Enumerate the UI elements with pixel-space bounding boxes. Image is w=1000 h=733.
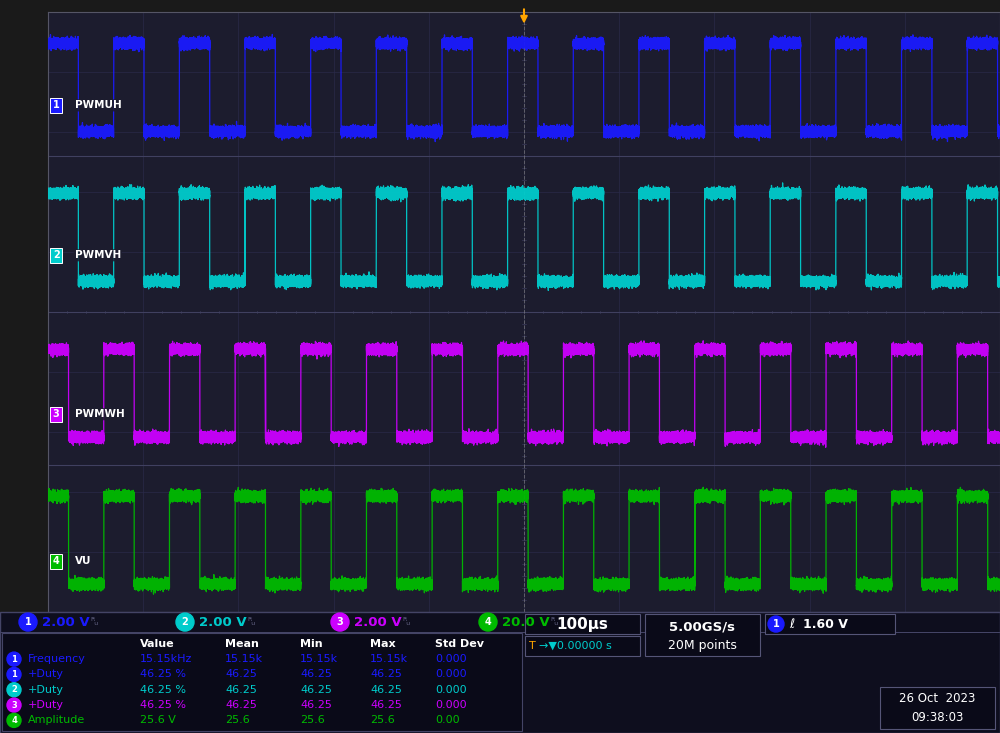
Text: PWMWH: PWMWH <box>75 409 124 419</box>
Text: 46.25: 46.25 <box>370 669 402 679</box>
Text: 20M points: 20M points <box>668 639 737 652</box>
Text: 1.60 V: 1.60 V <box>803 618 848 630</box>
Text: 46.25: 46.25 <box>300 685 332 695</box>
Text: 2: 2 <box>11 685 17 694</box>
Text: 1: 1 <box>53 100 60 111</box>
Bar <box>645 614 760 656</box>
Text: 0.000: 0.000 <box>435 685 467 695</box>
Circle shape <box>176 613 194 631</box>
Text: 25.6: 25.6 <box>370 715 395 726</box>
Text: 46.25: 46.25 <box>225 685 257 695</box>
Text: 2.00 V: 2.00 V <box>354 616 402 629</box>
Text: 15.15k: 15.15k <box>370 654 408 664</box>
Text: 46.25: 46.25 <box>370 700 402 710</box>
Text: ℓ: ℓ <box>789 618 794 630</box>
Bar <box>0 612 1000 733</box>
Circle shape <box>7 652 21 666</box>
Text: 4: 4 <box>485 617 491 627</box>
Text: Amplitude: Amplitude <box>28 715 85 726</box>
Text: 15.15k: 15.15k <box>300 654 338 664</box>
Text: PWMUH: PWMUH <box>75 100 121 111</box>
Text: 3: 3 <box>337 617 343 627</box>
Text: 15.15kHz: 15.15kHz <box>140 654 192 664</box>
Text: 0.00: 0.00 <box>435 715 460 726</box>
Circle shape <box>7 668 21 682</box>
Text: 3: 3 <box>53 409 60 419</box>
Text: 46.25: 46.25 <box>225 700 257 710</box>
Text: PWMVH: PWMVH <box>75 250 121 260</box>
Bar <box>525 636 640 656</box>
Circle shape <box>7 682 21 697</box>
Text: Frequency: Frequency <box>28 654 86 664</box>
Text: Std Dev: Std Dev <box>435 638 484 649</box>
Circle shape <box>768 616 784 632</box>
Text: 0.000: 0.000 <box>435 654 467 664</box>
Text: 46.25: 46.25 <box>300 700 332 710</box>
Text: 4: 4 <box>53 556 60 566</box>
Text: +Duty: +Duty <box>28 685 64 695</box>
Text: 2.00 V: 2.00 V <box>199 616 247 629</box>
Text: 1: 1 <box>11 670 17 679</box>
Text: 3: 3 <box>11 701 17 710</box>
Text: 46.25 %: 46.25 % <box>140 669 186 679</box>
Text: 46.25 %: 46.25 % <box>140 700 186 710</box>
Text: 0.000: 0.000 <box>435 669 467 679</box>
Text: →▼0.00000 s: →▼0.00000 s <box>539 641 612 651</box>
Text: 15.15k: 15.15k <box>225 654 263 664</box>
Text: 25.6: 25.6 <box>300 715 325 726</box>
Text: Max: Max <box>370 638 396 649</box>
Circle shape <box>7 713 21 727</box>
Text: ᴿᵤ: ᴿᵤ <box>402 617 410 627</box>
Bar <box>0 632 1000 633</box>
Bar <box>765 614 895 634</box>
Circle shape <box>479 613 497 631</box>
Text: 0.000: 0.000 <box>435 700 467 710</box>
Text: 46.25: 46.25 <box>300 669 332 679</box>
Text: Mean: Mean <box>225 638 259 649</box>
Text: 100μs: 100μs <box>557 616 608 632</box>
Circle shape <box>19 613 37 631</box>
Circle shape <box>331 613 349 631</box>
Text: ᴿᵤ: ᴿᵤ <box>247 617 255 627</box>
Text: ᴿᵤ: ᴿᵤ <box>90 617 98 627</box>
Text: 09:38:03: 09:38:03 <box>911 711 964 723</box>
Text: 46.25: 46.25 <box>370 685 402 695</box>
Text: Min: Min <box>300 638 323 649</box>
Text: 2: 2 <box>182 617 188 627</box>
Text: 5.00GS/s: 5.00GS/s <box>670 620 736 633</box>
Text: 2: 2 <box>53 250 60 260</box>
Text: ᴿᵤ: ᴿᵤ <box>550 617 558 627</box>
Text: +Duty: +Duty <box>28 700 64 710</box>
Text: Value: Value <box>140 638 175 649</box>
Text: 1: 1 <box>773 619 779 629</box>
Text: 46.25 %: 46.25 % <box>140 685 186 695</box>
Bar <box>880 687 995 729</box>
Text: T: T <box>529 641 536 651</box>
Text: 1: 1 <box>25 617 31 627</box>
Text: 26 Oct  2023: 26 Oct 2023 <box>899 692 976 705</box>
Text: 20.0 V: 20.0 V <box>502 616 550 629</box>
Circle shape <box>7 698 21 712</box>
Text: VU: VU <box>75 556 91 566</box>
Text: 4: 4 <box>11 716 17 725</box>
Bar <box>2 633 522 731</box>
Text: 1: 1 <box>11 655 17 663</box>
Text: 25.6 V: 25.6 V <box>140 715 176 726</box>
Text: 2.00 V: 2.00 V <box>42 616 90 629</box>
Text: 25.6: 25.6 <box>225 715 250 726</box>
Text: +Duty: +Duty <box>28 669 64 679</box>
Text: 46.25: 46.25 <box>225 669 257 679</box>
Bar <box>525 614 640 634</box>
